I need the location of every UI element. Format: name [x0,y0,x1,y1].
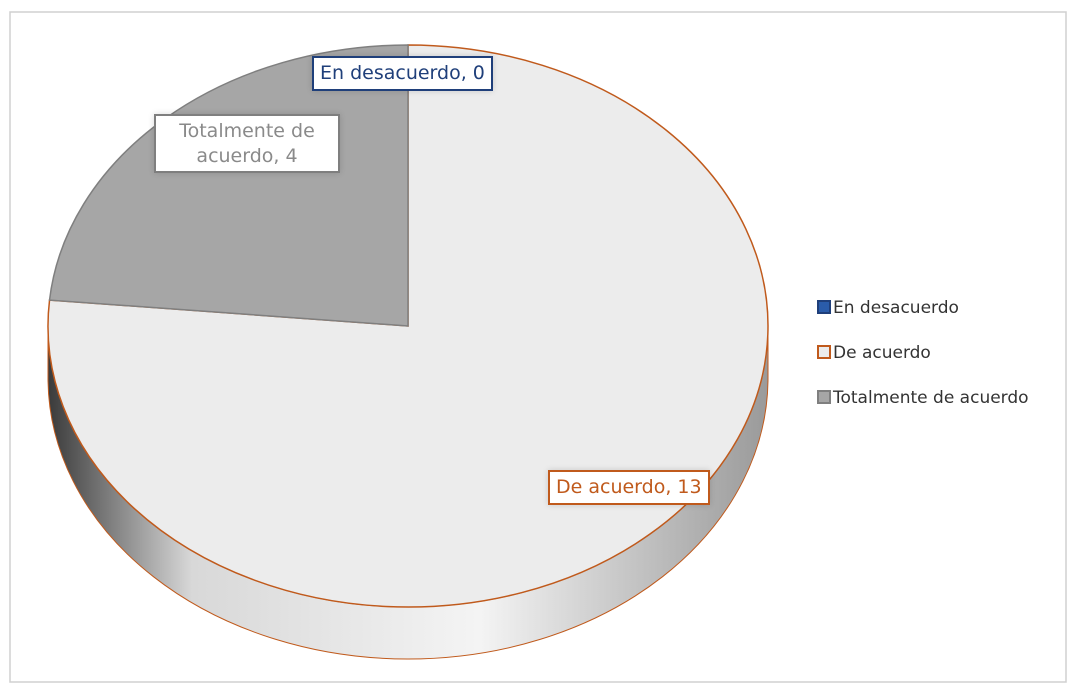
legend-swatch [817,300,831,314]
legend-swatch [817,390,831,404]
data-label: De acuerdo, 13 [548,470,710,505]
legend-label: De acuerdo [833,343,931,363]
legend-label: En desacuerdo [833,298,959,318]
data-label: Totalmente de acuerdo, 4 [154,114,340,174]
legend-label: Totalmente de acuerdo [832,388,1029,408]
data-label: En desacuerdo, 0 [312,56,493,91]
legend-swatch [817,345,831,359]
